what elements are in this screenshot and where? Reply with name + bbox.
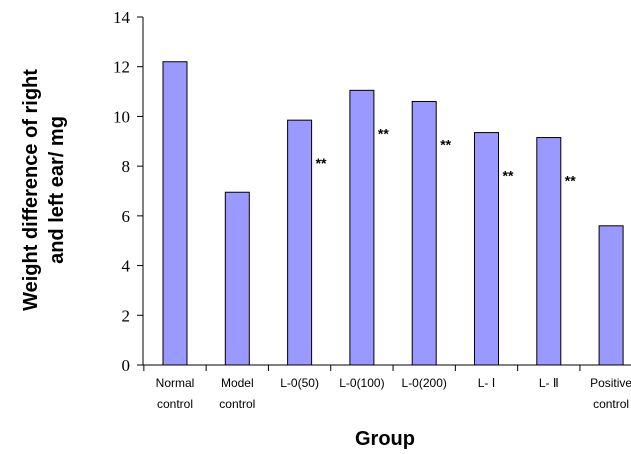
y-tick-label: 0: [122, 356, 131, 375]
bar: [287, 119, 313, 366]
x-tick-label: L-0(50): [280, 376, 319, 390]
x-tick-label: L-0(200): [402, 376, 447, 390]
y-tick-label: 8: [122, 157, 131, 176]
significance-label: **: [378, 125, 389, 141]
x-tick-label: control: [157, 397, 193, 411]
x-tick-label: Positive: [590, 376, 631, 390]
y-axis-label-line: Weight difference of right: [20, 69, 42, 311]
x-axis-tick-labels: Normal control Model control L-0(50) L-0(100)…: [143, 365, 631, 411]
significance-label: **: [440, 137, 451, 153]
x-tick-label: control: [593, 397, 629, 411]
y-tick-label: 4: [122, 257, 131, 276]
bars: [162, 61, 624, 366]
y-tick-label: 2: [122, 306, 131, 325]
bar: [224, 191, 250, 366]
y-tick-label: 14: [113, 8, 131, 27]
bar: [598, 225, 624, 366]
y-tick-label: 6: [122, 207, 131, 226]
x-tick-label: control: [219, 397, 255, 411]
bar: [411, 101, 437, 366]
x-tick-label: L- Ⅰ: [478, 376, 496, 390]
significance-markers: ** ** ** ** **: [316, 125, 577, 188]
x-tick-label: L- Ⅱ: [539, 376, 559, 390]
x-tick-label: L-0(100): [339, 376, 384, 390]
y-axis-label: Weight difference of right and left ear/ …: [20, 69, 68, 311]
significance-label: **: [316, 155, 327, 171]
y-tick-label: 12: [113, 58, 130, 77]
y-tick-label: 10: [113, 107, 130, 126]
x-tick-label: Model: [221, 376, 254, 390]
significance-label: **: [565, 173, 576, 189]
y-axis-ticks: 0 2 4 6 8 10 12 14: [113, 8, 143, 375]
y-axis-label-line: and left ear/ mg: [46, 116, 68, 264]
bar: [474, 132, 499, 366]
bar: [536, 137, 562, 366]
x-axis-label: Group: [355, 428, 415, 450]
x-tick-label: Normal: [156, 376, 195, 390]
significance-label: **: [503, 168, 514, 184]
bar: [162, 61, 188, 366]
bar: [349, 89, 375, 366]
